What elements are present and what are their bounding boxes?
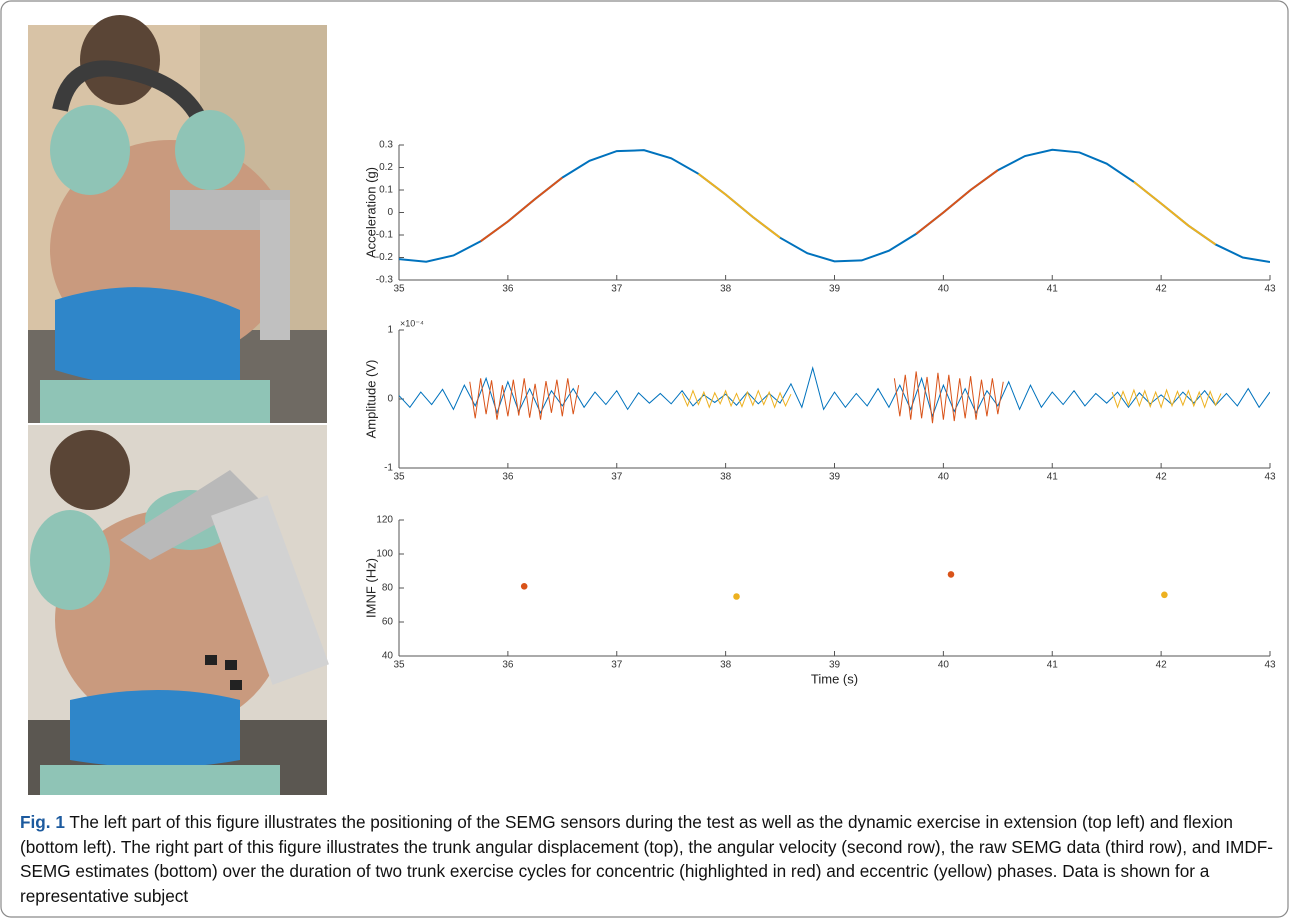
x-tick-label: 43 <box>1264 660 1276 671</box>
x-tick-label: 42 <box>1156 284 1168 295</box>
data-point <box>1161 591 1168 599</box>
y-tick-label: -0.3 <box>376 275 394 286</box>
x-tick-label: 40 <box>938 660 950 671</box>
y-tick-label: 80 <box>382 583 394 594</box>
x-tick-label: 36 <box>502 284 514 295</box>
y-axis-label: Acceleration (g) <box>363 167 378 258</box>
x-tick-label: 43 <box>1264 472 1276 483</box>
y-tick-label: 60 <box>382 617 394 628</box>
x-tick-label: 35 <box>393 660 405 671</box>
data-line <box>480 176 563 243</box>
y-tick-label: 0.1 <box>379 185 393 196</box>
chart: -0.3 -0.2 -0.1 0 0.1 0.2 0.3 35 36 37 38 39 40 41 42 43… <box>363 140 1276 295</box>
x-axis-label: Time (s) <box>811 671 858 686</box>
x-tick-label: 37 <box>611 472 623 483</box>
x-tick-label: 37 <box>611 284 623 295</box>
y-axis-label: IMNF (Hz) <box>363 558 378 618</box>
photo-extension <box>28 15 327 423</box>
x-tick-label: 41 <box>1047 284 1059 295</box>
x-tick-label: 39 <box>829 284 841 295</box>
y-tick-label: 100 <box>376 549 393 560</box>
x-tick-label: 43 <box>1264 284 1276 295</box>
data-line <box>915 169 999 235</box>
x-tick-label: 42 <box>1156 660 1168 671</box>
chart: -1 0 1 35 36 37 38 39 40 41 42 43 Amplitude (V) ×10⁻⁴ <box>363 318 1276 482</box>
data-point <box>520 583 528 590</box>
data-line <box>893 371 1004 424</box>
y-tick-label: -1 <box>384 463 393 474</box>
y-tick-label: 0.3 <box>379 140 393 151</box>
data-line <box>1111 388 1222 409</box>
x-tick-label: 42 <box>1156 472 1168 483</box>
x-tick-label: 36 <box>502 660 514 671</box>
data-line <box>1133 181 1217 246</box>
chart: 40 60 80 100 120 35 36 37 38 39 40 41 42 43 IMNF (Hz) T… <box>363 515 1276 687</box>
x-tick-label: 36 <box>502 472 514 483</box>
data-line <box>697 173 781 239</box>
y-tick-label: 120 <box>376 515 393 526</box>
y-tick-label: 40 <box>382 651 394 662</box>
y-tick-label: 0.2 <box>379 162 393 173</box>
x-tick-label: 38 <box>720 284 732 295</box>
data-line <box>681 389 792 409</box>
y-tick-label: 0 <box>387 207 393 218</box>
y-tick-label: -0.1 <box>376 230 394 241</box>
x-tick-label: 37 <box>611 660 623 671</box>
charts: -0.3 -0.2 -0.1 0 0.1 0.2 0.3 35 36 37 38 39 40 41 42 43… <box>363 140 1276 687</box>
x-tick-label: 39 <box>829 472 841 483</box>
photo-flexion <box>28 425 329 795</box>
x-tick-label: 39 <box>829 660 841 671</box>
data-point <box>947 571 955 578</box>
y-tick-label: -0.2 <box>376 252 394 263</box>
x-tick-label: 35 <box>393 284 405 295</box>
y-tick-label: 0 <box>387 394 393 405</box>
data-line <box>399 366 1270 418</box>
x-tick-label: 40 <box>938 472 950 483</box>
data-line <box>399 148 1270 263</box>
y-tick-label: 1 <box>387 325 393 336</box>
caption-label: Fig. 1 <box>20 812 65 832</box>
x-tick-label: 35 <box>393 472 405 483</box>
x-tick-label: 41 <box>1047 472 1059 483</box>
data-point <box>733 593 740 600</box>
caption-text: The left part of this figure illustrates… <box>20 812 1273 906</box>
y-exponent: ×10⁻⁴ <box>400 318 424 328</box>
x-tick-label: 38 <box>720 660 732 671</box>
x-tick-label: 41 <box>1047 660 1059 671</box>
y-axis-label: Amplitude (V) <box>363 360 378 439</box>
data-line <box>469 378 580 420</box>
x-tick-label: 40 <box>938 284 950 295</box>
caption: Fig. 1 The left part of this figure illu… <box>20 810 1278 908</box>
x-tick-label: 38 <box>720 472 732 483</box>
